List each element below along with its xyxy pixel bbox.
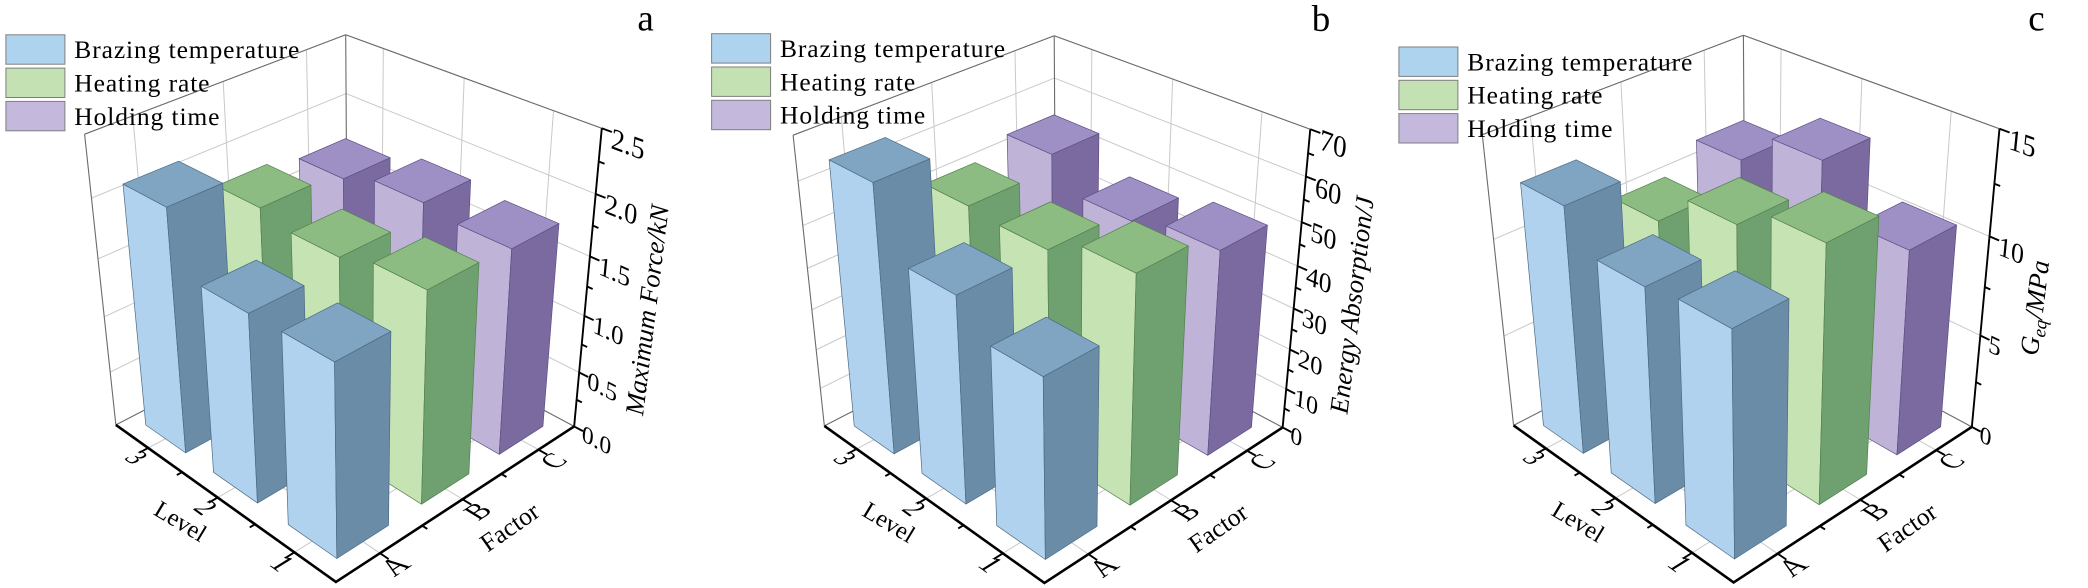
svg-text:Brazing temperature: Brazing temperature (74, 35, 300, 64)
svg-text:b: b (1312, 0, 1331, 40)
svg-text:Brazing temperature: Brazing temperature (1467, 47, 1693, 76)
svg-text:Brazing temperature: Brazing temperature (780, 34, 1006, 63)
svg-text:Geq/MPa: Geq/MPa (2014, 259, 2059, 358)
svg-text:Heating rate: Heating rate (1467, 81, 1603, 110)
svg-text:0: 0 (1978, 421, 1992, 453)
svg-text:c: c (2028, 0, 2044, 40)
svg-text:Holding time: Holding time (74, 102, 220, 131)
svg-text:Holding time: Holding time (1467, 114, 1613, 143)
svg-text:Holding time: Holding time (780, 101, 926, 130)
svg-text:a: a (637, 0, 653, 40)
svg-text:Heating rate: Heating rate (74, 68, 210, 97)
svg-text:0: 0 (1289, 422, 1303, 454)
svg-text:Heating rate: Heating rate (780, 67, 916, 96)
svg-text:5: 5 (1987, 329, 2002, 363)
